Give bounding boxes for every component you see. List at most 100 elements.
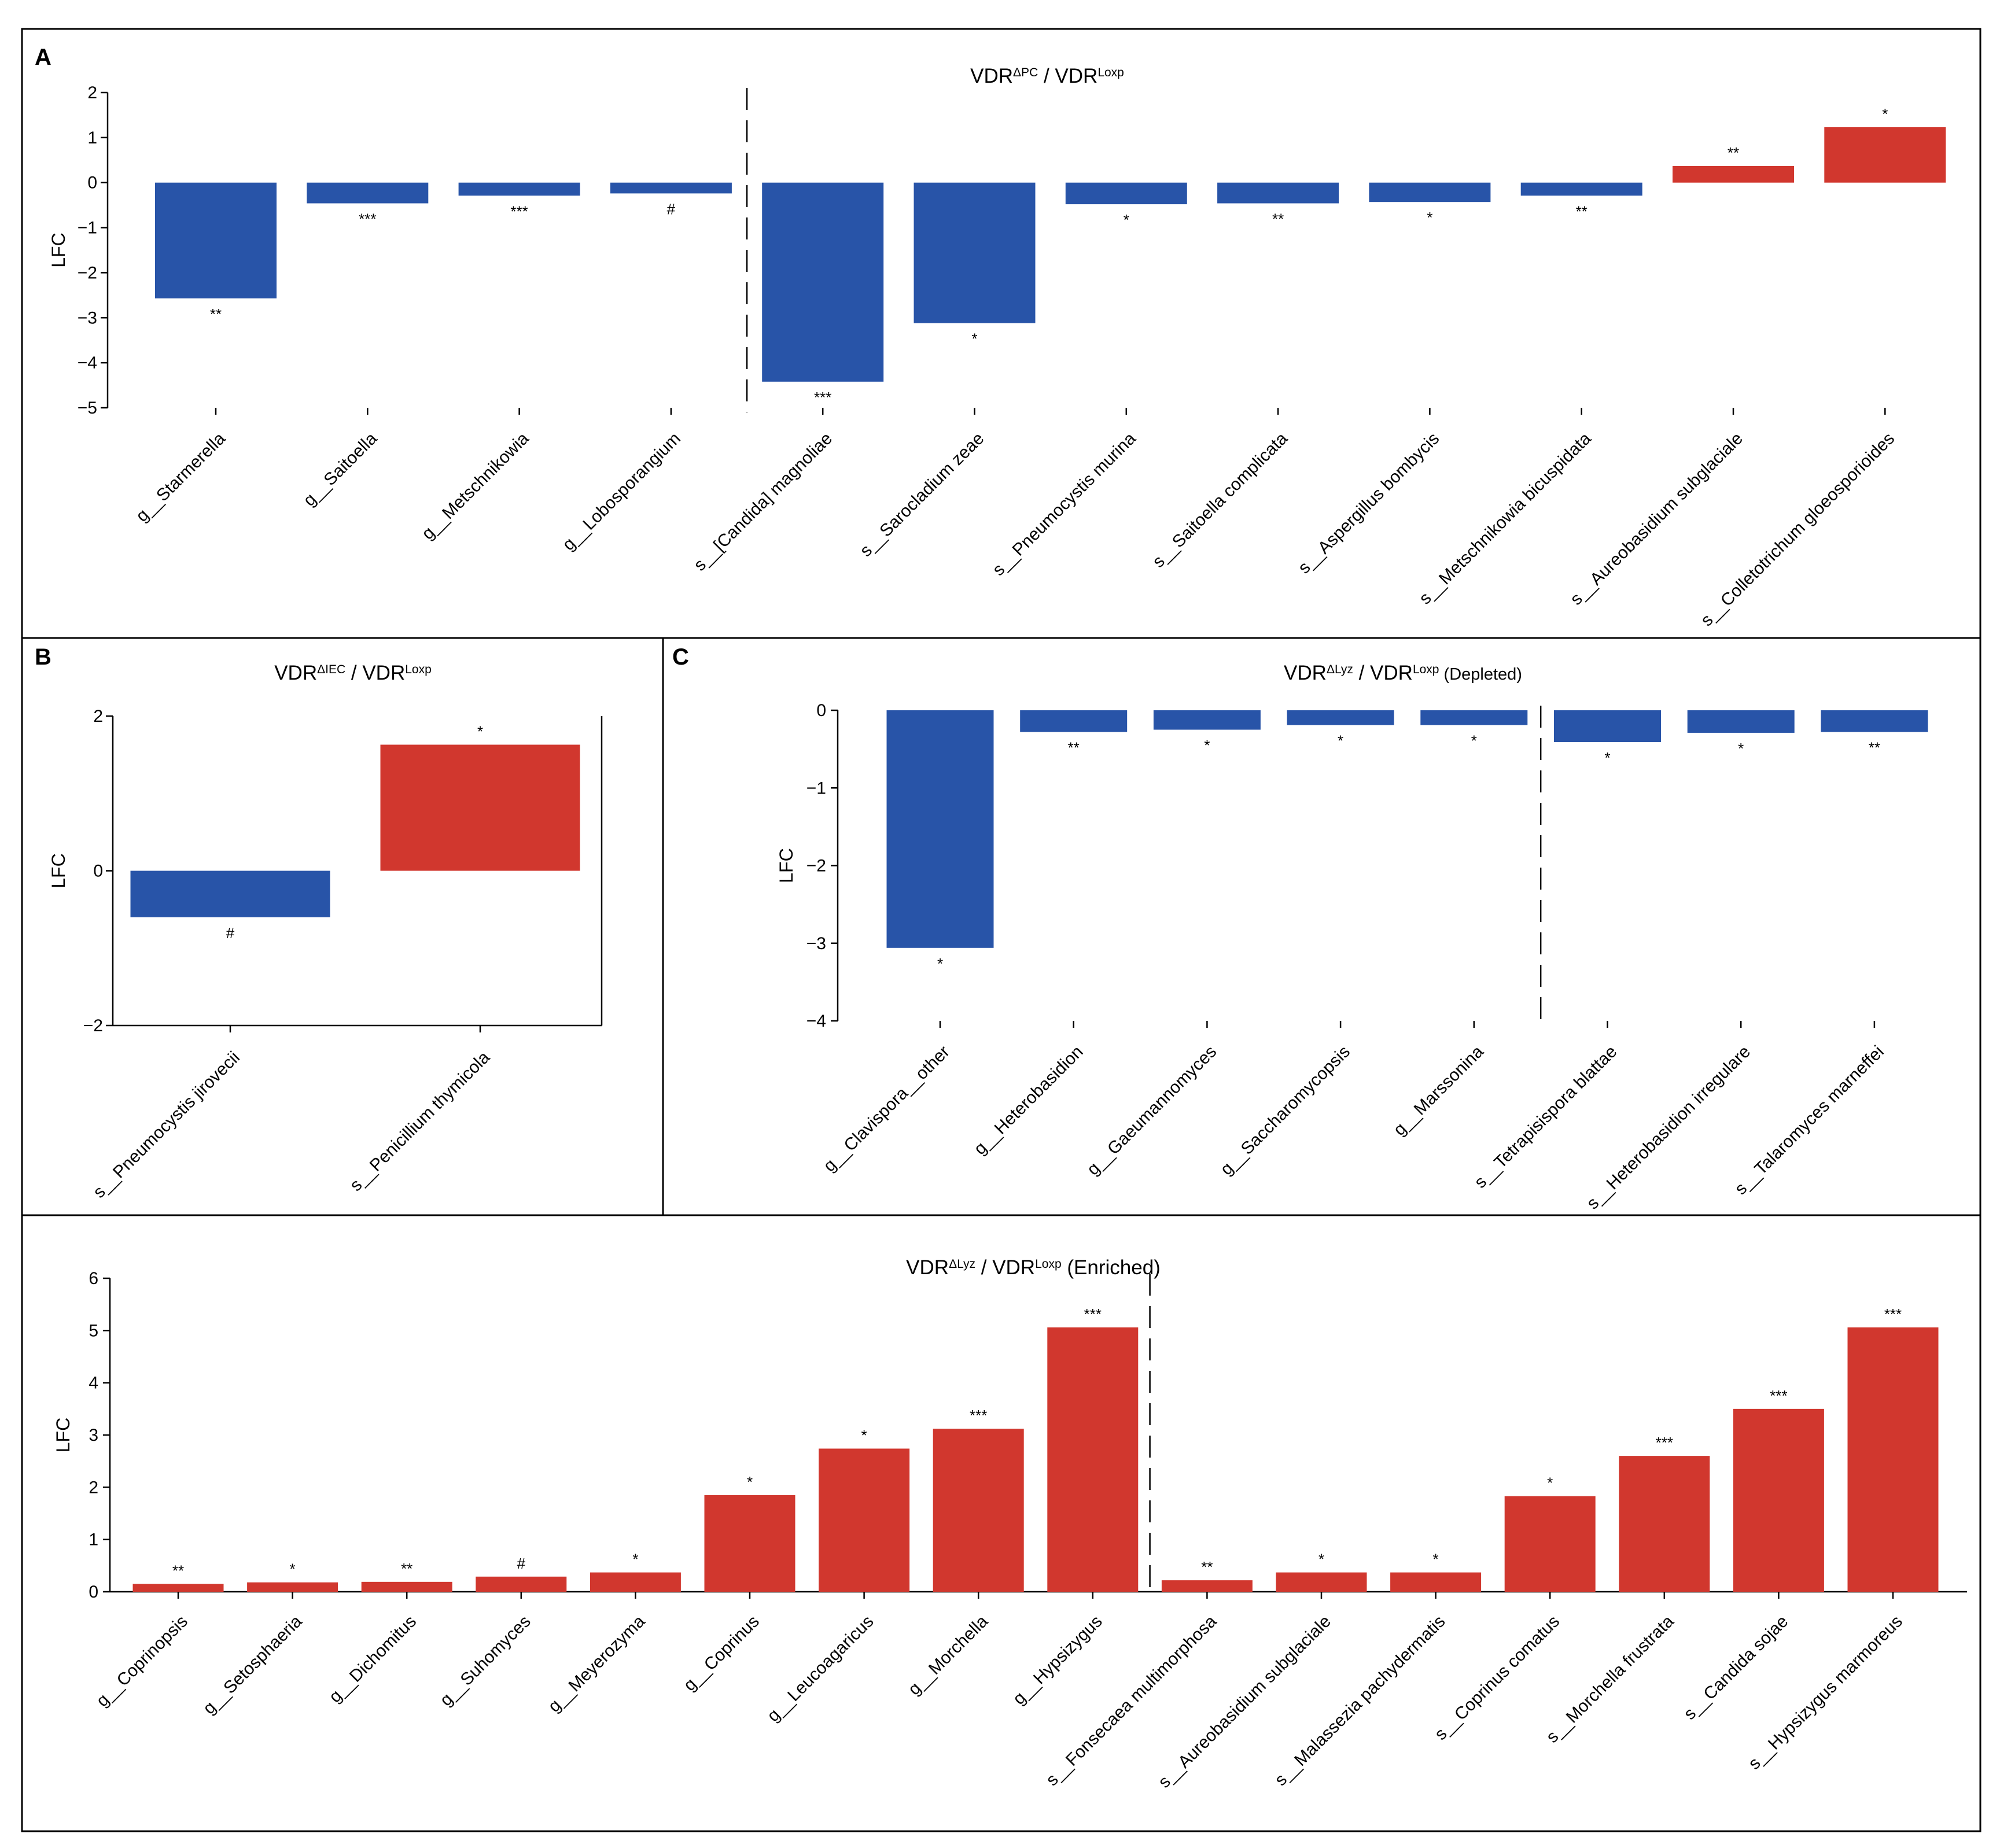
chart-title-suffix: (Depleted): [1439, 665, 1522, 684]
bar-s-candida-magnoliae: [762, 182, 884, 382]
panel-letter-a: A: [35, 45, 51, 70]
category-label-g-metschnikowia: g__Metschnikowia: [418, 429, 533, 543]
y-tick-label: 0: [816, 701, 826, 720]
chart-panel-b: VDRΔIEC / VDRLoxp 2 0 −2 LFC # s__Pneumocystis…: [48, 662, 603, 1202]
y-tick-label: 1: [89, 1530, 98, 1550]
significance-label-g-meyerozyma: *: [632, 1551, 638, 1568]
y-tick-label: 3: [89, 1426, 98, 1445]
category-label-s-candida-sojae: s__Candida sojae: [1680, 1612, 1792, 1724]
y-tick-label: −5: [78, 399, 97, 418]
category-label-g-clavispora-other: g__Clavispora__other: [820, 1042, 953, 1176]
y-tick-label: −1: [78, 219, 97, 238]
bar-s-aspergillus-bombycis: [1369, 182, 1491, 202]
significance-label-s-morchella-frustrata: ***: [1656, 1434, 1673, 1451]
bar-g-suhomyces: [476, 1576, 567, 1592]
category-label-g-leucoagaricus: g__Leucoagaricus: [764, 1612, 878, 1726]
chart-title-main1: VDR: [970, 65, 1013, 87]
category-label-g-coprinus: g__Coprinus: [680, 1612, 763, 1695]
bar-g-clavispora-other: [886, 710, 994, 948]
y-tick-label: 0: [89, 1583, 98, 1602]
y-tick-label: 0: [93, 862, 103, 881]
significance-label-g-leucoagaricus: *: [861, 1426, 867, 1444]
y-tick-label: 1: [87, 128, 97, 147]
bar-s-candida-sojae: [1733, 1408, 1824, 1592]
bar-g-heterobasidion: [1020, 710, 1128, 732]
significance-label-g-heterobasidion: **: [1068, 739, 1080, 757]
significance-label-s-saitoella-complicata: **: [1272, 211, 1284, 228]
y-tick-label: −2: [83, 1016, 103, 1035]
category-label-g-suhomyces: g__Suhomyces: [436, 1612, 535, 1710]
category-label-s-morchella-frustrata: s__Morchella frustrata: [1543, 1611, 1678, 1746]
significance-label-g-starmerella: **: [210, 305, 222, 323]
bar-s-hypsizygus-marmoreus: [1847, 1327, 1939, 1592]
bar-s-aureobasidium-subglaciale: [1673, 165, 1794, 183]
bar-g-gaeumannomyces: [1153, 710, 1261, 730]
bar-s-talaromyces-marneffei: [1821, 710, 1928, 732]
bar-s-metschnikowia-bicuspidata: [1520, 182, 1642, 196]
significance-label-s-candida-sojae: ***: [1770, 1387, 1787, 1404]
bar-g-dichomitus: [361, 1581, 452, 1592]
bar-g-setosphaeria: [247, 1582, 338, 1592]
significance-label-s-heterobasidion-irregulare: *: [1738, 740, 1744, 757]
bar-g-saitoella: [307, 182, 429, 204]
category-label-g-saitoella: g__Saitoella: [300, 429, 381, 510]
bar-s-fonsecaea-multimorphosa: [1161, 1580, 1253, 1592]
significance-label-g-saccharomycopsis: *: [1338, 732, 1343, 750]
chart-title-sup1: ΔIEC: [317, 663, 345, 676]
category-label-s-penicillium-thymicola: s__Penicillium thymicola: [347, 1047, 494, 1195]
panel-a-frame: [21, 28, 1981, 639]
panel-b-frame: [21, 637, 664, 1216]
category-label-g-coprinopsis: g__Coprinopsis: [93, 1612, 191, 1711]
y-tick-label: 4: [89, 1374, 98, 1393]
significance-label-s-tetrapisispora-blattae: *: [1604, 749, 1610, 766]
bar-s-morchella-frustrata: [1619, 1456, 1710, 1592]
chart-title-main1: VDR: [906, 1256, 949, 1279]
significance-label-g-metschnikowia: ***: [510, 202, 528, 220]
significance-label-g-morchella: ***: [970, 1407, 987, 1424]
y-tick-label: 2: [89, 1478, 98, 1497]
significance-label-g-suhomyces: #: [517, 1555, 526, 1572]
chart-title-sup1: ΔPC: [1013, 66, 1038, 79]
category-label-s-pneumocystis-murina: s__Pneumocystis murina: [989, 429, 1140, 580]
chart-title-sup2: Loxp: [405, 663, 432, 676]
category-label-s-saitoella-complicata: s__Saitoella complicata: [1149, 429, 1291, 571]
category-label-g-starmerella: g__Starmerella: [132, 429, 229, 525]
bar-g-hypsizygus: [1047, 1327, 1139, 1592]
chart-title: VDRΔLyz / VDRLoxp (Enriched): [906, 1256, 1161, 1279]
significance-label-s-aspergillus-bombycis: *: [1427, 209, 1432, 226]
category-label-g-saccharomycopsis: g__Saccharomycopsis: [1217, 1042, 1354, 1179]
y-tick-label: 6: [89, 1269, 98, 1288]
category-label-s-sarocladium-zeae: s__Sarocladium zeae: [856, 429, 988, 560]
bar-s-saitoella-complicata: [1217, 182, 1339, 204]
panel-letter-c: C: [672, 644, 689, 670]
chart-panel-a: VDRΔPC / VDRLoxp210−1−2−3−4−5LFC**g__Sta…: [48, 65, 1946, 630]
chart-title-suffix: (Enriched): [1062, 1256, 1161, 1279]
category-label-s-aspergillus-bombycis: s__Aspergillus bombycis: [1295, 429, 1443, 578]
chart-title-sup1: ΔLyz: [949, 1257, 975, 1271]
y-tick-label: 2: [93, 707, 103, 726]
chart-title: VDRΔIEC / VDRLoxp: [274, 662, 432, 684]
category-label-s-aureobasidium-subglaciale: s__Aureobasidium subglaciale: [1567, 429, 1747, 609]
bar-g-starmerella: [155, 182, 277, 298]
y-axis-label: LFC: [48, 853, 69, 888]
chart-title-main2: / VDR: [1038, 65, 1097, 87]
significance-label-g-dichomitus: **: [401, 1560, 412, 1577]
chart-title-sup2: Loxp: [1413, 663, 1439, 676]
chart-title-sup1: ΔLyz: [1327, 663, 1353, 676]
chart-title-sup2: Loxp: [1035, 1257, 1062, 1271]
chart-title: VDRΔLyz / VDRLoxp (Depleted): [1284, 662, 1522, 684]
chart-title-main2: / VDR: [1353, 662, 1413, 684]
bar-s-tetrapisispora-blattae: [1554, 710, 1661, 743]
significance-label-s-pneumocystis-murina: *: [1124, 211, 1129, 228]
significance-label-g-coprinopsis: **: [172, 1562, 184, 1579]
significance-label-g-clavispora-other: *: [937, 955, 943, 972]
significance-label-s-fonsecaea-multimorphosa: **: [1201, 1558, 1213, 1576]
bar-g-leucoagaricus: [819, 1448, 910, 1592]
y-axis-label: LFC: [48, 233, 69, 267]
bar-s-colletotrichum-gloeosporioides: [1824, 127, 1946, 183]
y-axis-label: LFC: [776, 848, 797, 883]
category-label-s-candida-magnoliae: s__[Candida] magnoliae: [690, 429, 836, 575]
chart-panel-d: VDRΔLyz / VDRLoxp (Enriched)6543210LFC**…: [53, 1256, 1967, 1792]
category-label-g-lobosporangium: g__Lobosporangium: [559, 429, 684, 555]
